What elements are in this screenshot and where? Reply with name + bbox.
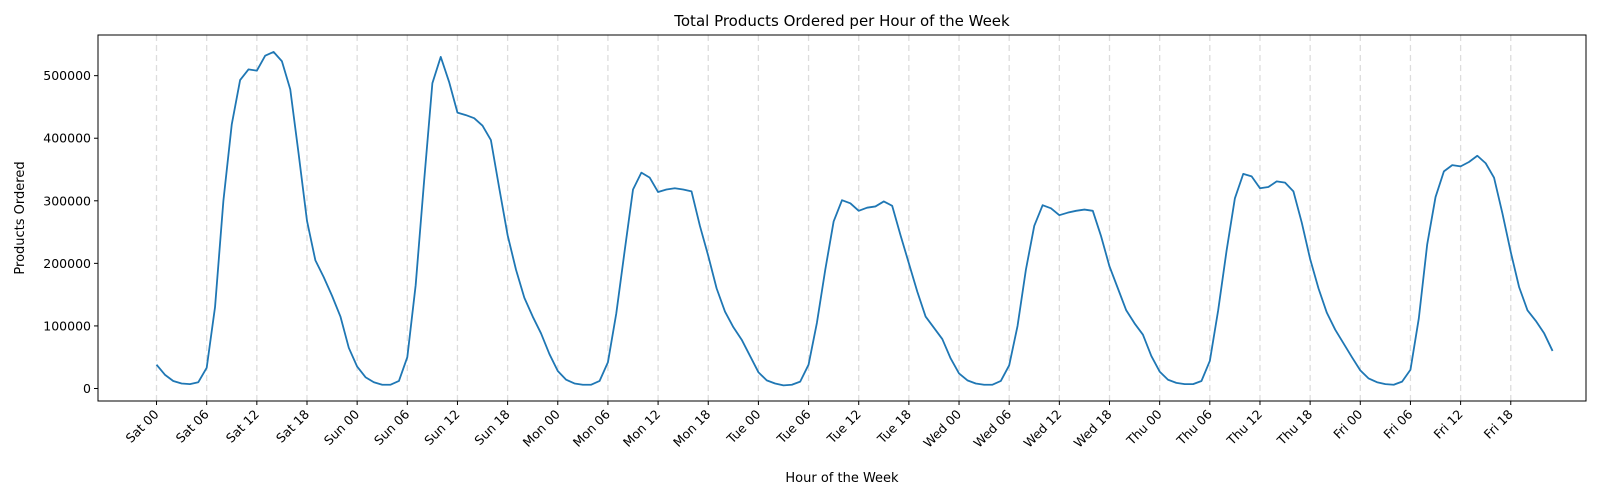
x-tick-label: Mon 06 xyxy=(570,406,613,449)
x-tick-label: Tue 18 xyxy=(874,406,915,447)
x-tick-label: Sat 06 xyxy=(173,406,212,445)
y-tick-label: 300000 xyxy=(43,193,91,208)
x-tick-label: Tue 06 xyxy=(773,406,814,447)
x-tick-label: Sat 18 xyxy=(273,406,312,445)
y-tick-label: 400000 xyxy=(43,131,91,146)
x-tick-label: Fri 00 xyxy=(1330,406,1365,441)
x-tick-label: Mon 00 xyxy=(520,406,563,449)
x-tick-label: Sun 06 xyxy=(371,406,413,448)
y-tick-label: 200000 xyxy=(43,256,91,271)
x-tick-label: Thu 06 xyxy=(1173,406,1215,448)
chart-title: Total Products Ordered per Hour of the W… xyxy=(673,12,1010,30)
x-tick-label: Tue 00 xyxy=(723,406,764,447)
series-line xyxy=(155,50,1554,387)
y-tick-label: 0 xyxy=(83,381,91,396)
x-tick-label: Wed 00 xyxy=(920,406,964,450)
x-tick-label: Thu 18 xyxy=(1273,406,1315,448)
y-tick-label: 500000 xyxy=(43,68,91,83)
x-tick-label: Sat 12 xyxy=(223,407,262,446)
x-tick-label: Fri 12 xyxy=(1431,407,1466,442)
x-tick-label: Sun 18 xyxy=(471,406,513,448)
x-tick-label: Thu 12 xyxy=(1223,407,1265,449)
x-axis-title: Hour of the Week xyxy=(785,471,899,486)
day-separator-lines xyxy=(155,35,1512,401)
x-tick-label: Wed 06 xyxy=(970,406,1014,450)
x-axis: Sat 00 Sat 06 Sat 12 Sat 18 Sun 00 Sun 06 Sun … xyxy=(122,401,1516,451)
y-axis-title: Products Ordered xyxy=(13,161,28,274)
x-tick-label: Thu 00 xyxy=(1123,406,1165,448)
x-tick-label: Wed 18 xyxy=(1071,406,1115,450)
x-tick-label: Mon 18 xyxy=(670,406,713,449)
x-tick-label: Fri 18 xyxy=(1481,406,1516,441)
y-tick-label: 100000 xyxy=(43,318,91,333)
x-tick-label: Sun 12 xyxy=(421,407,462,448)
x-tick-label: Mon 12 xyxy=(620,407,663,450)
x-tick-label: Wed 12 xyxy=(1021,407,1065,451)
y-axis: 0 100000 200000 300000 400000 500000 xyxy=(43,68,98,396)
x-tick-label: Fri 06 xyxy=(1380,406,1415,441)
x-tick-label: Tue 12 xyxy=(823,407,863,447)
x-tick-label: Sat 00 xyxy=(122,406,161,445)
plot-area xyxy=(97,34,1587,402)
x-tick-label: Sun 00 xyxy=(321,406,363,448)
